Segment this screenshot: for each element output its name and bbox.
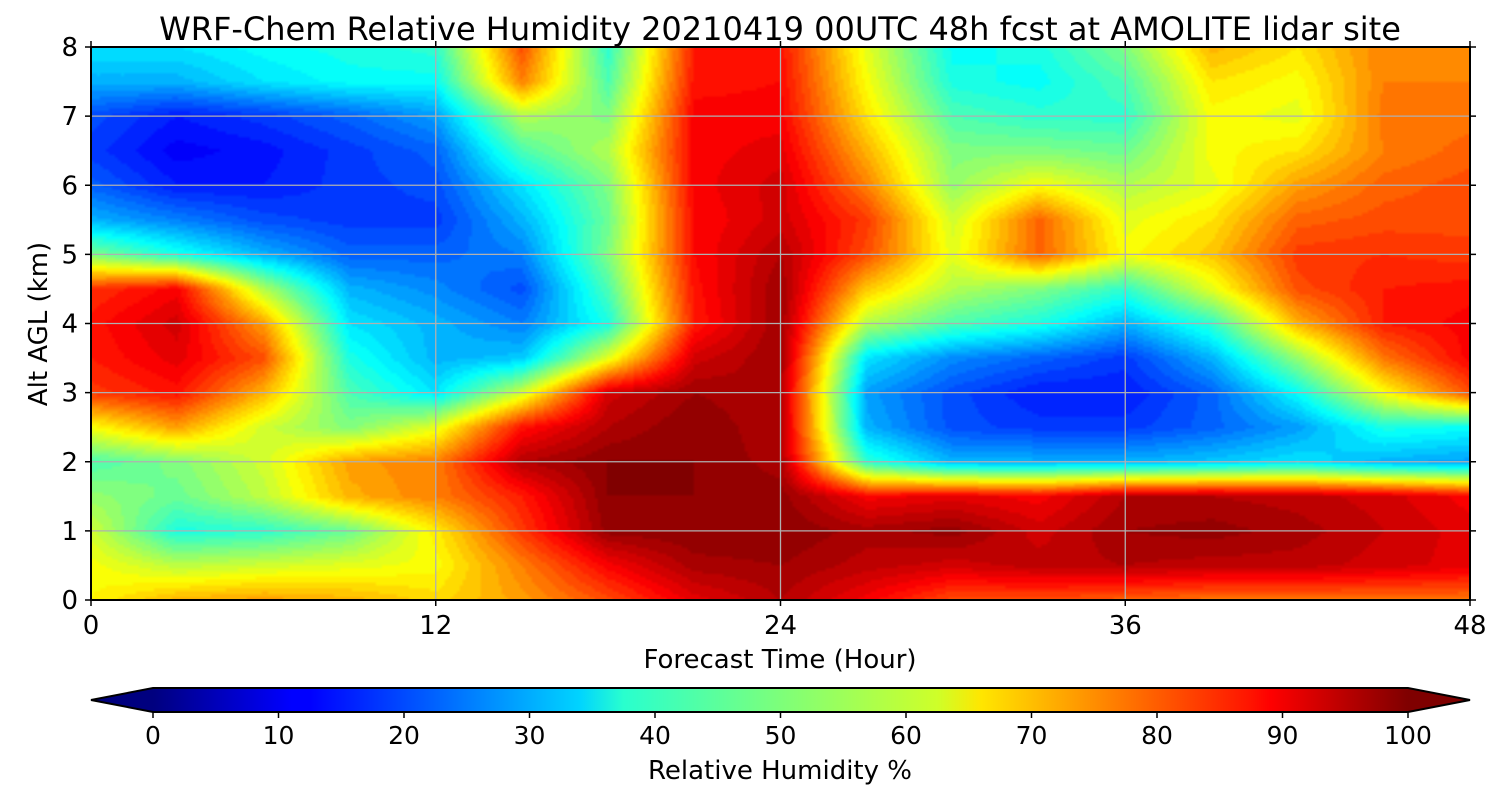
- colorbar-tick-label: 20: [388, 721, 420, 750]
- y-tick-label: 3: [61, 379, 78, 409]
- colorbar-label: Relative Humidity %: [648, 756, 912, 786]
- y-tick-label: 0: [61, 586, 78, 616]
- colorbar-tick-label: 100: [1384, 721, 1432, 750]
- y-tick-label: 2: [61, 448, 78, 478]
- x-tick-label: 12: [419, 611, 452, 641]
- x-axis-label: Forecast Time (Hour): [643, 645, 916, 675]
- x-tick-label: 0: [83, 611, 100, 641]
- y-tick-label: 8: [61, 33, 78, 63]
- colorbar: 0 10 20 30 40 50 60 70 80 90 100 Relative Humidity…: [90, 687, 1471, 786]
- colorbar-extend-low: [91, 688, 153, 712]
- x-tick-label: 36: [1109, 611, 1142, 641]
- colorbar-tick-label: 90: [1267, 721, 1299, 750]
- colorbar-tick-label: 30: [514, 721, 546, 750]
- colorbar-tick-label: 40: [639, 721, 671, 750]
- colorbar-tick-label: 80: [1141, 721, 1173, 750]
- y-tick-label: 5: [61, 240, 78, 270]
- x-tick-label: 48: [1453, 611, 1486, 641]
- y-tick-label: 1: [61, 517, 78, 547]
- colorbar-tick-label: 0: [145, 721, 161, 750]
- colorbar-tick-label: 10: [263, 721, 295, 750]
- y-tick-label: 4: [61, 310, 78, 340]
- y-tick-label: 7: [61, 102, 78, 132]
- colorbar-tick-label: 50: [765, 721, 797, 750]
- colorbar-ticks: 0 10 20 30 40 50 60 70 80 90 100: [145, 712, 1432, 750]
- colorbar-tick-label: 70: [1016, 721, 1048, 750]
- colorbar-gradient: [153, 688, 1408, 712]
- y-tick-label: 6: [61, 171, 78, 201]
- x-tick-label: 24: [764, 611, 797, 641]
- colorbar-tick-label: 60: [890, 721, 922, 750]
- y-axis-label: Alt AGL (km): [24, 242, 54, 406]
- colorbar-extend-high: [1408, 688, 1470, 712]
